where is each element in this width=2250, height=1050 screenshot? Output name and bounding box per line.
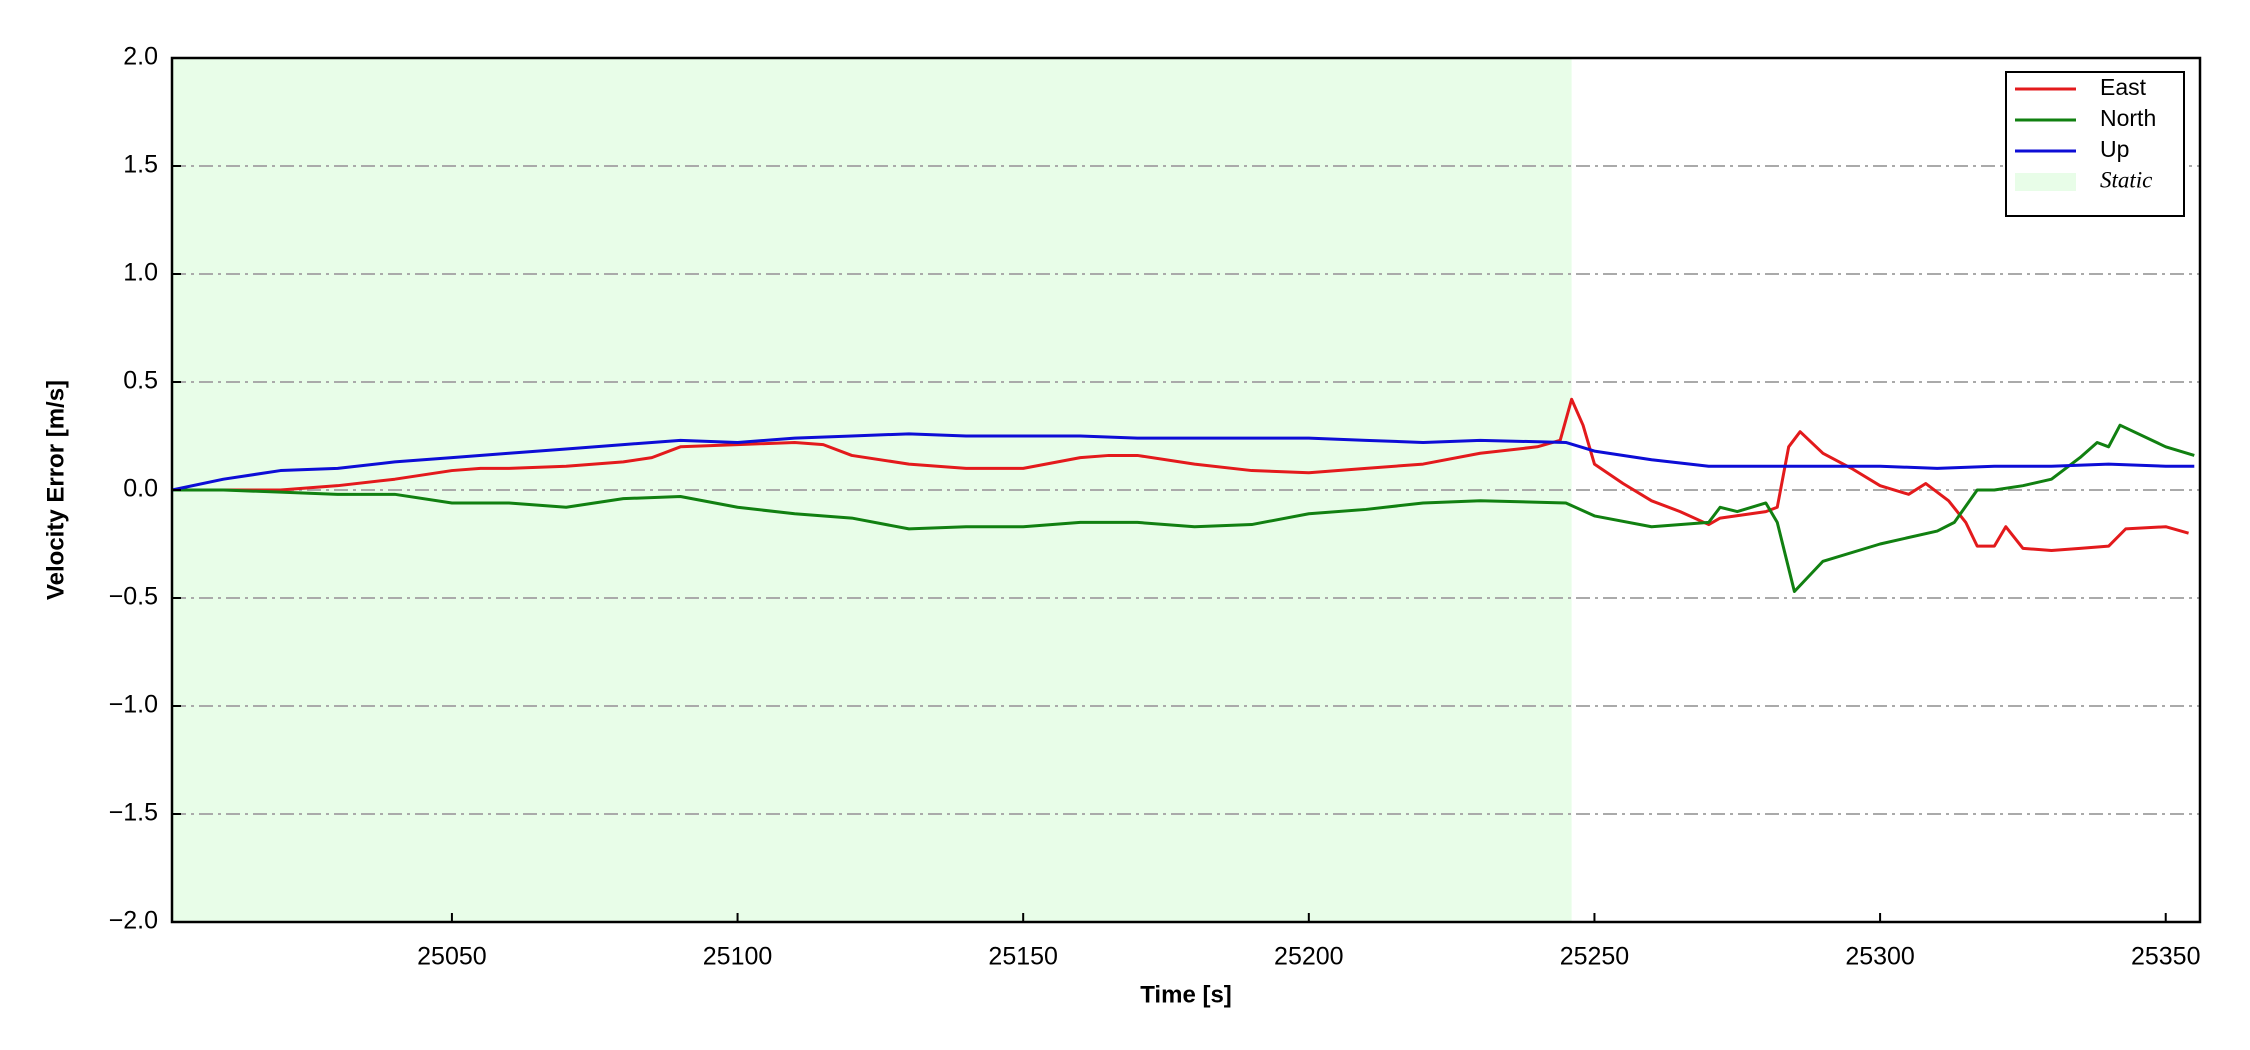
x-tick-label: 25350: [2131, 943, 2201, 971]
lines: [171, 397, 2195, 594]
legend-label: Static: [2100, 167, 2152, 192]
y-tick-label: −1.5: [109, 799, 158, 827]
y-tick-label: −0.5: [109, 583, 158, 611]
x-tick-label: 25100: [703, 943, 773, 971]
grid: [172, 165, 2200, 815]
x-tick-label: 25300: [1845, 943, 1915, 971]
plot-frame: [170, 56, 2202, 924]
axes: −2.0 −1.5 −1.0 −0.5 0.0 0.5 1.0 1.5 2.0 25050 2510…: [109, 43, 2202, 971]
y-tick-label: 0.5: [123, 367, 158, 395]
x-tick-label: 25200: [1274, 943, 1344, 971]
y-axis-title: Velocity Error [m/s]: [42, 380, 69, 600]
legend: East North Up Static: [2005, 71, 2185, 217]
y-tick-label: 0.0: [123, 475, 158, 503]
series-line: [172, 423, 2195, 594]
y-tick-label: 2.0: [123, 43, 158, 71]
x-tick-label: 25050: [417, 943, 487, 971]
x-axis-title: Time [s]: [1140, 981, 1232, 1008]
legend-label: East: [2100, 74, 2147, 100]
legend-label: Up: [2100, 136, 2129, 162]
legend-label: North: [2100, 105, 2156, 131]
legend-swatch: [2015, 173, 2076, 191]
series-line: [171, 432, 2195, 492]
y-tick-label: 1.0: [123, 259, 158, 287]
series-line: [172, 397, 2189, 552]
x-tick-label: 25250: [1560, 943, 1630, 971]
y-tick-label: −1.0: [109, 691, 158, 719]
y-tick-label: 1.5: [123, 151, 158, 179]
y-tick-label: −2.0: [109, 907, 158, 935]
legend-box: [2005, 71, 2185, 217]
x-tick-label: 25150: [988, 943, 1058, 971]
